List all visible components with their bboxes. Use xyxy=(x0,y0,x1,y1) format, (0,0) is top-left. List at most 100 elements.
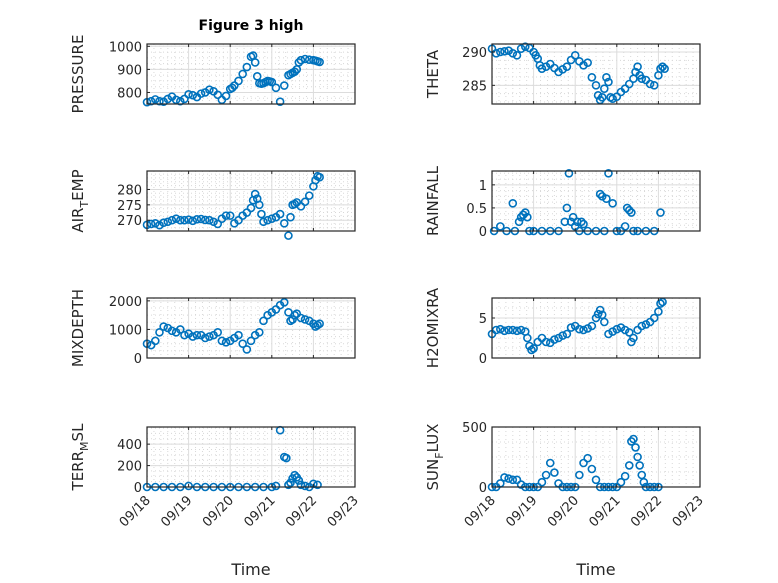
data-point xyxy=(205,332,214,341)
data-point xyxy=(200,333,210,343)
y-tick-label: 0 xyxy=(479,225,487,240)
data-point xyxy=(635,461,644,470)
data-point xyxy=(518,210,528,220)
data-point xyxy=(660,64,669,73)
data-point xyxy=(296,202,306,211)
y-axis-label: PRESSURE xyxy=(69,35,87,114)
data-point xyxy=(575,470,584,480)
y-axis-label: RAINFALL xyxy=(424,165,442,236)
y-axis-label: MIXDEPTH xyxy=(69,289,87,367)
data-point xyxy=(294,58,304,67)
data-point xyxy=(259,316,268,326)
y-tick-label: 285 xyxy=(462,79,487,94)
data-point xyxy=(205,215,214,225)
data-point xyxy=(151,219,160,228)
x-tick-label: 09/23 xyxy=(325,493,362,530)
data-point xyxy=(516,44,526,53)
data-point xyxy=(213,90,223,100)
data-point xyxy=(627,208,636,217)
data-point xyxy=(300,54,310,64)
data-point xyxy=(213,219,223,229)
data-point xyxy=(587,73,597,82)
data-point xyxy=(579,325,588,335)
data-point xyxy=(188,332,198,341)
data-point xyxy=(242,345,252,354)
data-point xyxy=(520,208,530,217)
data-point xyxy=(512,51,522,60)
data-point xyxy=(608,327,617,336)
data-point xyxy=(221,91,231,101)
data-point xyxy=(257,209,266,219)
data-point xyxy=(604,329,613,339)
data-point xyxy=(597,192,607,201)
y-tick-label: 0 xyxy=(479,481,487,496)
data-point xyxy=(597,93,607,102)
y-axis-label: H2OMIXRA xyxy=(424,287,442,368)
x-tick-label: 09/21 xyxy=(587,493,624,530)
data-point xyxy=(234,330,243,340)
data-point xyxy=(188,216,198,226)
data-point xyxy=(184,90,193,99)
data-point xyxy=(294,476,304,485)
data-point xyxy=(275,97,285,106)
data-point xyxy=(286,212,295,222)
data-point xyxy=(624,79,634,89)
axes-box xyxy=(146,170,356,232)
data-point xyxy=(595,189,605,199)
data-point xyxy=(514,217,524,227)
subplot-pressure: 800 900 1000 PRESSURE xyxy=(69,35,356,114)
data-point xyxy=(604,77,613,87)
data-point xyxy=(654,307,663,316)
data-point xyxy=(196,214,206,224)
data-point xyxy=(175,215,185,225)
data-point xyxy=(284,231,293,240)
data-point xyxy=(629,333,638,343)
data-point xyxy=(491,325,501,335)
data-point xyxy=(508,475,518,485)
data-point xyxy=(600,317,609,327)
x-tick-label: 09/20 xyxy=(200,493,237,530)
data-point xyxy=(587,321,597,331)
data-point xyxy=(577,217,586,227)
data-point xyxy=(315,57,324,67)
data-point xyxy=(313,480,322,490)
data-point xyxy=(612,324,622,334)
data-point xyxy=(155,327,164,337)
data-point xyxy=(255,327,264,337)
y-axis-label: TERRMSL xyxy=(69,423,91,492)
y-tick-label: 275 xyxy=(117,199,142,214)
data-point xyxy=(562,62,572,71)
data-point xyxy=(290,470,299,480)
data-point xyxy=(595,305,605,315)
data-point xyxy=(167,326,177,336)
data-point xyxy=(200,215,210,225)
data-point xyxy=(523,333,532,343)
y-tick-label: 280 xyxy=(117,183,142,198)
axes-box xyxy=(146,43,356,105)
data-point xyxy=(593,91,603,100)
data-point xyxy=(656,64,665,73)
y-tick-label: 900 xyxy=(117,63,142,78)
x-tick-label: 09/20 xyxy=(545,493,582,530)
data-point xyxy=(146,219,156,229)
data-point xyxy=(624,328,634,337)
data-point xyxy=(284,480,293,490)
data-point xyxy=(500,473,509,482)
data-point xyxy=(159,218,168,227)
data-point xyxy=(629,434,638,444)
data-point xyxy=(508,49,518,58)
data-point xyxy=(620,222,630,231)
x-tick-label: 09/18 xyxy=(462,493,499,530)
data-point xyxy=(545,458,555,468)
data-point xyxy=(504,325,513,335)
y-tick-label: 270 xyxy=(117,214,142,229)
data-point xyxy=(192,215,202,224)
data-point xyxy=(508,325,518,335)
data-point xyxy=(566,55,576,65)
data-point xyxy=(649,313,659,323)
data-point xyxy=(151,95,160,104)
x-tick-label: 09/19 xyxy=(503,493,540,530)
data-point xyxy=(500,326,509,336)
data-point xyxy=(550,335,559,344)
data-point xyxy=(184,215,193,224)
